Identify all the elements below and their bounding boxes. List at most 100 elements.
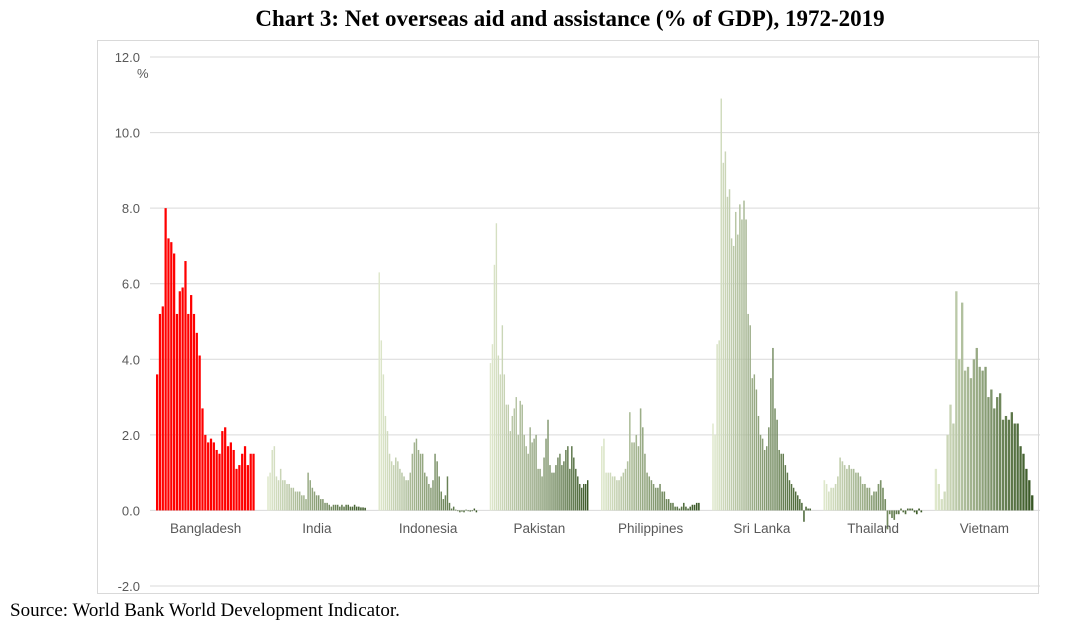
bar-pakistan	[571, 446, 573, 511]
bar-india	[332, 504, 335, 511]
bar-bangladesh	[204, 434, 207, 511]
bar-pakistan	[511, 415, 513, 511]
bar-india	[355, 506, 358, 511]
bar-sri-lanka	[714, 434, 716, 511]
bar-philippines	[646, 472, 648, 511]
bar-indonesia	[450, 508, 453, 511]
bar-indonesia	[459, 510, 461, 513]
y-axis-unit-label: %	[137, 66, 149, 81]
bar-indonesia	[411, 453, 414, 511]
bar-vietnam	[975, 347, 978, 511]
bar-indonesia	[388, 453, 391, 511]
bar-pakistan	[517, 434, 519, 511]
bar-vietnam	[990, 389, 993, 511]
bar-india	[345, 504, 347, 511]
bar-indonesia	[399, 468, 401, 511]
bar-indonesia	[440, 491, 442, 511]
bar-thailand	[891, 510, 893, 518]
bar-sri-lanka	[792, 487, 795, 511]
bar-bangladesh	[232, 449, 235, 511]
bar-indonesia	[457, 510, 459, 512]
bar-sri-lanka	[716, 344, 718, 511]
bar-philippines	[659, 483, 661, 511]
bar-vietnam	[978, 366, 981, 511]
bar-thailand	[859, 476, 862, 511]
bar-pakistan	[529, 427, 531, 511]
bar-vietnam	[958, 359, 961, 511]
bar-philippines	[616, 480, 618, 511]
bar-philippines	[605, 472, 607, 511]
bar-vietnam	[981, 370, 984, 511]
bar-india	[364, 507, 366, 511]
bar-sri-lanka	[757, 415, 760, 511]
bars	[156, 98, 1034, 530]
bar-pakistan	[519, 400, 521, 511]
bar-thailand	[830, 487, 832, 511]
bar-philippines	[601, 446, 603, 511]
bar-philippines	[609, 472, 612, 511]
bar-pakistan	[535, 434, 537, 511]
bar-pakistan	[579, 483, 581, 511]
bar-pakistan	[521, 404, 523, 511]
y-tick-label: 6.0	[122, 277, 140, 292]
bar-india	[341, 504, 343, 511]
bar-sri-lanka	[782, 453, 785, 511]
chart-frame	[97, 40, 1039, 594]
y-tick-label: 4.0	[122, 352, 140, 367]
bar-pakistan	[587, 480, 589, 511]
bar-pakistan	[565, 449, 567, 511]
bar-india	[349, 506, 352, 511]
bar-pakistan	[489, 363, 492, 511]
bar-pakistan	[495, 223, 498, 511]
bar-pakistan	[515, 397, 517, 511]
bar-vietnam	[934, 468, 938, 511]
bar-pakistan	[559, 453, 561, 511]
bar-bangladesh	[224, 427, 227, 511]
bar-indonesia	[413, 442, 416, 511]
bar-india	[330, 506, 333, 511]
bar-pakistan	[503, 374, 506, 511]
bar-vietnam	[987, 397, 990, 511]
bar-bangladesh	[218, 453, 221, 511]
bar-thailand	[882, 487, 884, 511]
bar-vietnam	[996, 397, 999, 511]
bar-thailand	[855, 472, 857, 511]
bar-vietnam	[943, 491, 946, 511]
bar-bangladesh	[178, 291, 181, 511]
bar-sri-lanka	[774, 408, 776, 511]
bar-sri-lanka	[776, 419, 778, 511]
bar-india	[347, 504, 349, 511]
bar-bangladesh	[215, 449, 218, 511]
bar-philippines	[685, 506, 687, 511]
y-tick-label: 10.0	[115, 126, 140, 141]
bar-vietnam	[966, 366, 970, 511]
bar-india	[322, 499, 324, 511]
bar-pakistan	[499, 374, 502, 511]
bar-indonesia	[390, 461, 393, 511]
bar-india	[315, 495, 318, 511]
bar-pakistan	[561, 465, 563, 511]
bar-vietnam	[969, 378, 973, 511]
bar-vietnam	[963, 370, 967, 511]
bar-indonesia	[407, 480, 409, 511]
bar-sri-lanka	[761, 438, 764, 511]
bar-india	[309, 480, 311, 511]
bar-india	[286, 483, 288, 511]
bar-thailand	[866, 487, 869, 511]
bar-pakistan	[549, 465, 551, 511]
bar-vietnam	[1007, 419, 1011, 511]
bar-sri-lanka	[724, 151, 727, 511]
bar-india	[284, 480, 286, 511]
bar-india	[267, 476, 269, 511]
bar-philippines	[672, 502, 674, 511]
bar-pakistan	[585, 483, 587, 511]
bar-bangladesh	[243, 446, 247, 511]
y-tick-labels: 12.0 10.0 8.0 6.0 4.0 2.0 0.0 -2.0	[115, 50, 140, 594]
bar-india	[305, 499, 307, 511]
bar-indonesia	[444, 495, 447, 511]
bar-india	[362, 507, 364, 511]
y-tick-label: 2.0	[122, 428, 140, 443]
bar-philippines	[622, 472, 625, 511]
bar-india	[353, 504, 356, 511]
y-tick-label: 8.0	[122, 201, 140, 216]
